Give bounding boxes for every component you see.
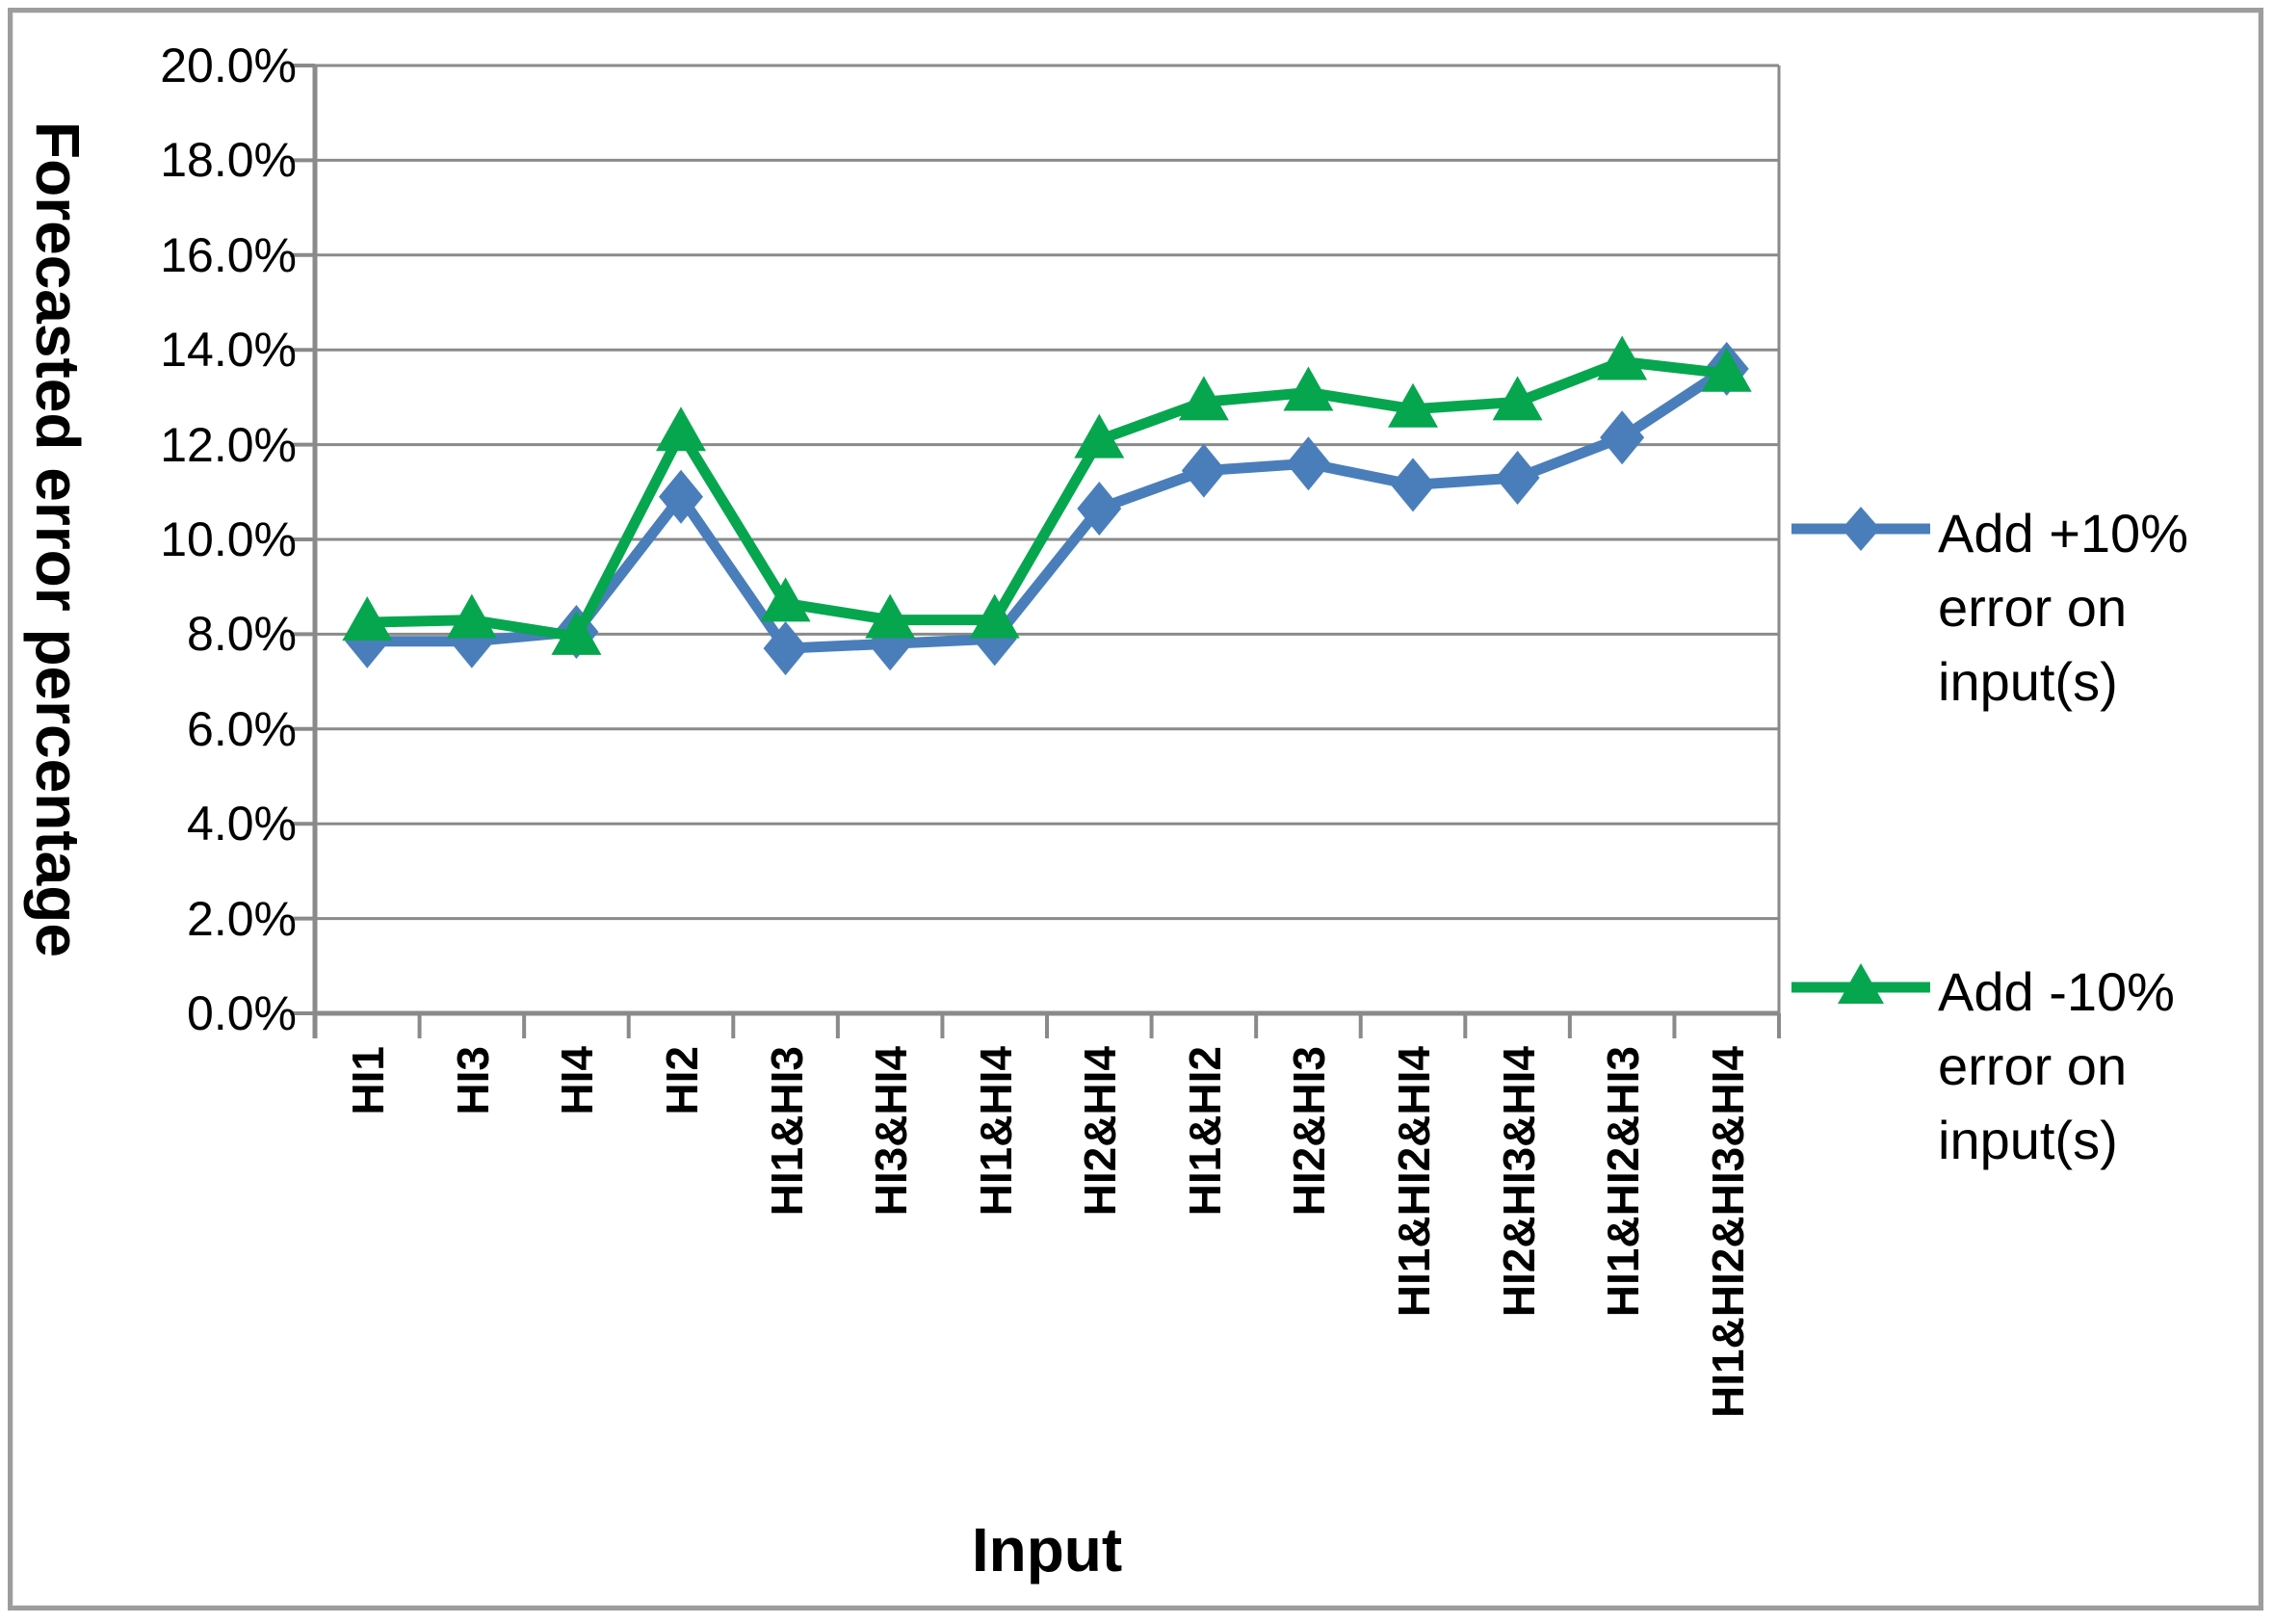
y-tick-label: 12.0% <box>160 417 297 472</box>
x-category-label: HI1&HI2&HI3 <box>1598 1046 1649 1318</box>
legend-triangle-icon <box>1838 963 1884 1004</box>
data-point-triangle <box>865 593 916 639</box>
x-category-label: HI2 <box>657 1046 707 1115</box>
data-point-triangle <box>1701 347 1752 392</box>
x-category-label: HI1 <box>343 1046 394 1115</box>
x-category-label: HI4 <box>552 1046 603 1115</box>
data-point-triangle <box>969 593 1020 639</box>
x-category-label: HI3 <box>447 1046 498 1115</box>
legend-label-line: Add -10% <box>1938 961 2175 1022</box>
data-point-diamond <box>1286 436 1331 491</box>
y-tick-label: 8.0% <box>187 607 297 662</box>
y-tick-label: 0.0% <box>187 986 297 1040</box>
y-tick-label: 14.0% <box>160 323 297 378</box>
x-category-label: HI1&HI2&HI3&HI4 <box>1702 1046 1753 1418</box>
data-point-triangle <box>1597 335 1648 380</box>
x-category-label: HI1&HI4 <box>970 1046 1021 1217</box>
y-tick-label: 16.0% <box>160 227 297 282</box>
data-point-diamond <box>659 469 703 524</box>
data-point-diamond <box>1495 451 1540 506</box>
x-category-label: HI2&HI3 <box>1284 1046 1335 1217</box>
x-category-label: HI2&HI4 <box>1075 1046 1126 1217</box>
legend-item-label: Add -10% error on input(s) <box>1938 955 2265 1177</box>
y-tick-label: 10.0% <box>160 512 297 566</box>
data-point-triangle <box>342 596 393 642</box>
x-category-label: HI1&HI2 <box>1179 1046 1230 1217</box>
data-point-diamond <box>1391 458 1435 512</box>
legend-label-line: input(s) <box>1938 651 2118 712</box>
legend-label-line: error on <box>1938 1035 2128 1096</box>
data-point-triangle <box>551 610 602 655</box>
data-point-triangle <box>446 593 497 639</box>
x-category-label: HI1&HI2&HI4 <box>1389 1046 1439 1318</box>
data-point-diamond <box>763 621 808 676</box>
data-point-diamond <box>1600 410 1645 465</box>
legend-item-label: Add +10% error on input(s) <box>1938 496 2265 719</box>
x-category-label: HI2&HI3&HI4 <box>1493 1046 1544 1318</box>
data-point-diamond <box>1181 443 1226 498</box>
data-point-triangle <box>760 577 811 622</box>
y-tick-label: 20.0% <box>160 39 297 92</box>
series-line-minus10 <box>367 356 1728 642</box>
data-point-triangle <box>1178 376 1229 421</box>
y-axis-title: Forecasted error percentage <box>23 121 92 957</box>
data-point-triangle <box>1388 382 1438 428</box>
data-point-triangle <box>1283 366 1334 411</box>
legend-diamond-icon <box>1842 507 1880 551</box>
legend-label-line: Add +10% <box>1938 503 2188 563</box>
y-tick-label: 18.0% <box>160 133 297 188</box>
x-category-label: HI3&HI4 <box>866 1046 917 1217</box>
y-tick-label: 2.0% <box>187 891 297 946</box>
y-tick-label: 6.0% <box>187 701 297 756</box>
data-point-triangle <box>656 406 706 452</box>
legend-label-line: input(s) <box>1938 1110 2118 1170</box>
y-tick-label: 4.0% <box>187 797 297 851</box>
data-point-diamond <box>1077 482 1122 537</box>
data-point-triangle <box>1492 376 1543 421</box>
x-axis-title: Input <box>971 1515 1123 1585</box>
x-category-label: HI1&HI3 <box>761 1046 812 1217</box>
figure-border <box>8 8 2263 1611</box>
legend-label-line: error on <box>1938 577 2128 638</box>
data-point-triangle <box>1074 413 1125 458</box>
